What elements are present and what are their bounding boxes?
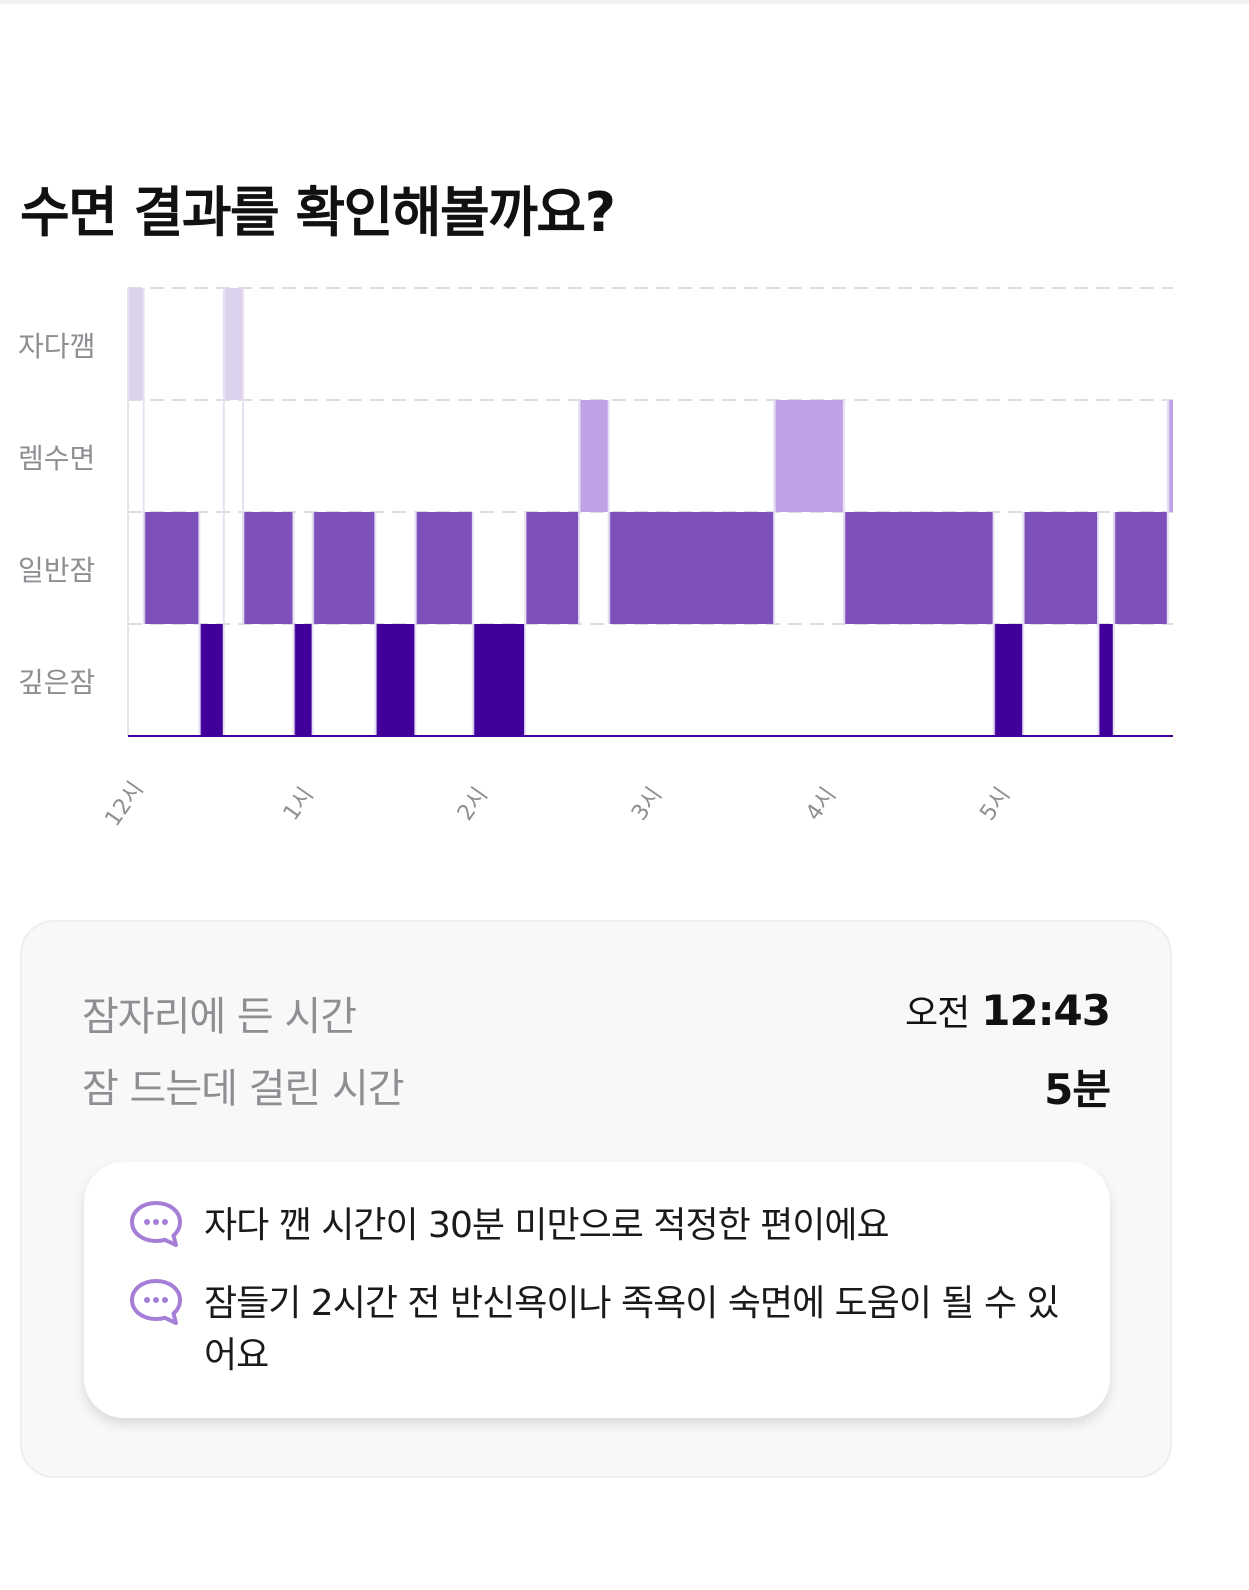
sleep-summary-card: 잠자리에 든 시간 오전 12:43 잠 드는데 걸린 시간 5분 자다 깬 시간… xyxy=(20,920,1172,1478)
bedtime-label: 잠자리에 든 시간 xyxy=(82,994,357,1040)
bedtime-row: 잠자리에 든 시간 오전 12:43 xyxy=(82,984,1111,1044)
chat-bubble-icon xyxy=(130,1279,182,1325)
stage-label: 깊은잠 xyxy=(18,666,95,699)
sleep-tips-box: 자다 깬 시간이 30분 미만으로 적정한 편이에요 잠들기 2시간 전 반신욕… xyxy=(84,1162,1110,1418)
stage-segment-awake xyxy=(223,288,243,400)
x-tick-label: 3시 xyxy=(627,783,667,825)
stage-segment-deep xyxy=(293,624,313,736)
bedtime-ampm: 오전 xyxy=(905,993,970,1034)
stage-segment-light xyxy=(143,512,200,624)
top-divider xyxy=(0,0,1249,4)
tip-text: 잠들기 2시간 전 반신욕이나 족욕이 숙면에 도움이 될 수 있어요 xyxy=(204,1283,1060,1376)
stage-segment-light xyxy=(312,512,376,624)
stage-segment-rem xyxy=(1167,400,1173,512)
stage-segment-light xyxy=(1023,512,1099,624)
stage-label: 렘수면 xyxy=(18,442,95,475)
stage-segment-light xyxy=(1113,512,1168,624)
stage-segment-deep xyxy=(472,624,526,736)
latency-label: 잠 드는데 걸린 시간 xyxy=(82,1066,405,1112)
x-tick-label: 4시 xyxy=(801,783,841,825)
stage-segment-deep xyxy=(1098,624,1114,736)
stage-segment-light xyxy=(608,512,775,624)
page-title: 수면 결과를 확인해볼까요? xyxy=(20,181,616,244)
stage-segment-awake xyxy=(128,288,144,400)
x-tick-label: 2시 xyxy=(453,783,493,825)
stage-segment-deep xyxy=(199,624,224,736)
stage-segment-light xyxy=(843,512,994,624)
stage-segment-deep xyxy=(375,624,416,736)
stage-segment-deep xyxy=(993,624,1024,736)
stage-segment-light xyxy=(242,512,294,624)
latency-row: 잠 드는데 걸린 시간 5분 xyxy=(82,1056,1111,1116)
tip-text: 자다 깬 시간이 30분 미만으로 적정한 편이에요 xyxy=(204,1205,890,1246)
bedtime-value: 12:43 xyxy=(981,986,1111,1035)
x-tick-label: 1시 xyxy=(279,783,319,825)
x-tick-label: 5시 xyxy=(975,783,1015,825)
chat-bubble-icon xyxy=(130,1201,182,1247)
stage-segment-rem xyxy=(774,400,844,512)
bedtime-value-group: 오전 12:43 xyxy=(905,984,1111,1036)
stage-segment-rem xyxy=(579,400,609,512)
stage-segment-light xyxy=(415,512,473,624)
x-tick-label: 12시 xyxy=(101,777,149,831)
stage-label: 일반잠 xyxy=(18,554,95,587)
latency-value: 5분 xyxy=(1044,1065,1111,1114)
stage-segment-light xyxy=(525,512,580,624)
stage-label: 자다깸 xyxy=(18,330,95,363)
